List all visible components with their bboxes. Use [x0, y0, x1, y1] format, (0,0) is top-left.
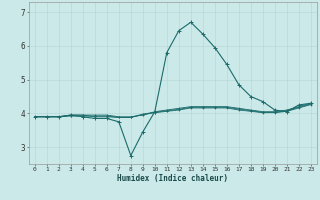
X-axis label: Humidex (Indice chaleur): Humidex (Indice chaleur): [117, 174, 228, 183]
